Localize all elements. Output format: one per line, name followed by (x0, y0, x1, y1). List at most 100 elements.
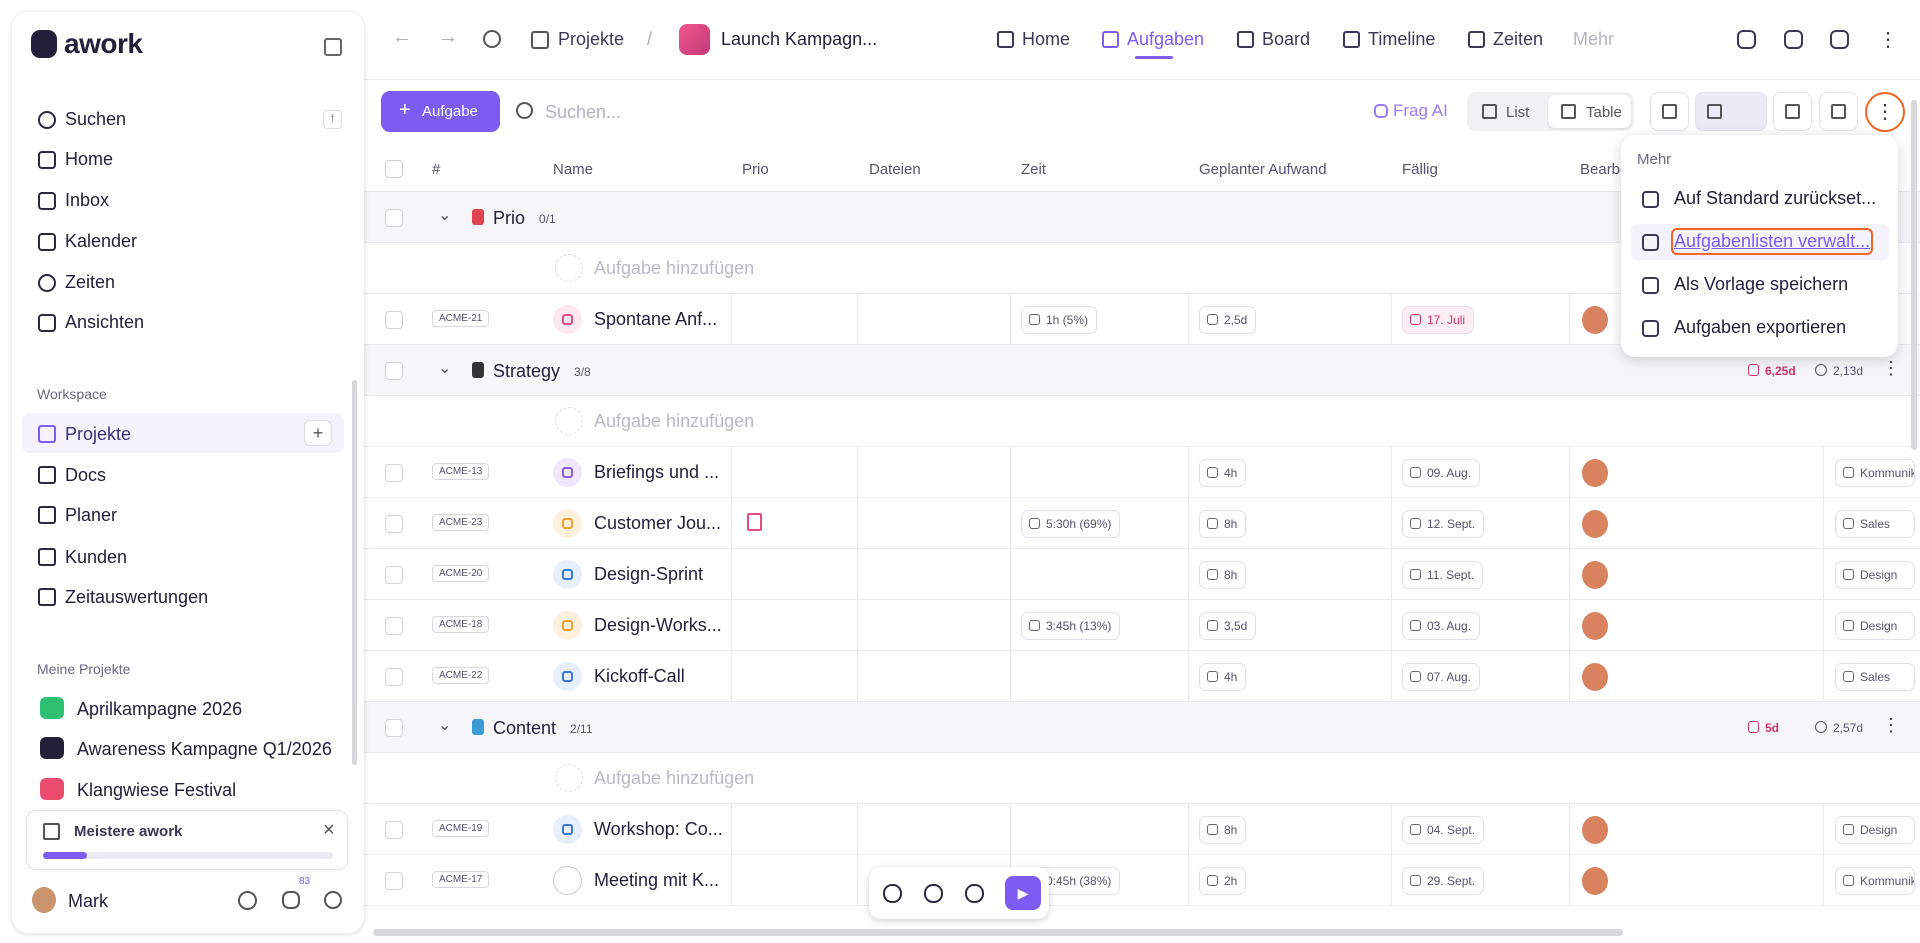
menu-item[interactable]: Als Vorlage speichern (1631, 267, 1889, 303)
add-task-row[interactable]: Aufgabe hinzufügen (364, 753, 1920, 804)
workspace-item[interactable]: Planer (22, 494, 344, 534)
checkbox[interactable] (385, 821, 403, 839)
view-option[interactable]: Table (1586, 104, 1622, 121)
tab[interactable]: Mehr (1573, 29, 1615, 49)
column-header[interactable]: # (432, 161, 441, 178)
forward-button[interactable]: → (438, 26, 458, 48)
breadcrumb[interactable]: Projekte (558, 29, 625, 49)
more-button[interactable]: ⋮ (1878, 29, 1898, 51)
task-row[interactable]: ACME-23 Customer Jou... 5:30h (69%) 8h 12. S… (364, 498, 1920, 549)
checkbox[interactable] (385, 872, 403, 890)
column-header[interactable]: Dateien (869, 161, 921, 178)
close-button[interactable]: × (323, 819, 335, 841)
checkbox[interactable] (385, 362, 403, 380)
onboarding-card[interactable]: Meistere awork × (26, 810, 348, 870)
checkbox[interactable] (385, 464, 403, 482)
column-header[interactable]: Name (553, 161, 594, 178)
checkbox[interactable] (385, 617, 403, 635)
column-border (1188, 804, 1189, 855)
list-options-button[interactable]: ⋮ (1865, 92, 1905, 132)
ai-button[interactable]: Frag AI (1393, 101, 1448, 120)
pill-icon (1207, 314, 1218, 325)
toolbar-button[interactable] (1773, 92, 1812, 131)
group-menu[interactable]: ⋮ (1882, 358, 1900, 378)
checkbox[interactable] (385, 719, 403, 737)
add-project-button[interactable]: + (304, 420, 332, 446)
task-row[interactable]: ACME-17 Meeting mit K... 0:45h (38%) 2h 29. … (364, 855, 1920, 906)
checkbox[interactable] (385, 566, 403, 584)
task-row[interactable]: ACME-19 Workshop: Co... 8h 04. Sept. Design (364, 804, 1920, 855)
checkbox[interactable] (385, 209, 403, 227)
nav-item[interactable]: Inbox (30, 184, 350, 218)
tab-underline (1135, 56, 1173, 59)
view-option[interactable]: List (1506, 104, 1530, 121)
checkbox[interactable] (385, 311, 403, 329)
menu-item[interactable]: Aufgaben exportieren (1631, 310, 1889, 346)
tab[interactable]: Aufgaben (1127, 29, 1205, 49)
task-row[interactable]: ACME-22 Kickoff-Call 4h 07. Aug. Sales (364, 651, 1920, 702)
workspace-label[interactable]: Workspace (37, 386, 107, 402)
task-name: Briefings und ... (594, 462, 720, 482)
workspace-item[interactable]: Kunden (22, 536, 344, 576)
column-header[interactable]: Prio (742, 161, 769, 178)
collapse-chevron[interactable]: ⌄ (438, 717, 452, 734)
add-task-label: Aufgabe (422, 103, 478, 120)
collapse-chevron[interactable]: ⌄ (438, 207, 452, 224)
nav-item[interactable]: Suchen (30, 103, 350, 137)
project-item[interactable]: Klangwiese Festival (30, 771, 350, 807)
notification-count: 83 (299, 876, 311, 887)
workspace-item[interactable]: Projekte + (22, 413, 344, 453)
task-id: ACME-13 (432, 463, 490, 480)
nav-item[interactable]: Zeiten (30, 266, 350, 300)
collapse-button[interactable] (324, 38, 342, 56)
menu-title: Mehr (1637, 151, 1672, 168)
tab[interactable]: Home (1022, 29, 1071, 49)
checkbox[interactable] (385, 668, 403, 686)
tab[interactable]: Board (1262, 29, 1311, 49)
column-border (1569, 447, 1570, 498)
task-name: Meeting mit K... (594, 870, 720, 890)
column-header[interactable]: Geplanter Aufwand (1199, 161, 1327, 178)
task-row[interactable]: ACME-21 Spontane Anf... 1h (5%) 2,5d 17. Jul… (364, 294, 1920, 345)
project-item[interactable]: Awareness Kampagne Q1/2026 (30, 730, 350, 766)
task-row[interactable]: ACME-18 Design-Works... 3:45h (13%) 3,5d 03.… (364, 600, 1920, 651)
menu-item[interactable]: Auf Standard zurückset... (1631, 181, 1889, 217)
status-icon (553, 866, 582, 895)
pill: 8h (1199, 561, 1247, 589)
column-header[interactable]: Fällig (1402, 161, 1438, 178)
column-border (1391, 855, 1392, 906)
add-task-row[interactable]: Aufgabe hinzufügen (364, 243, 1920, 294)
task-name: Design-Works... (594, 615, 722, 635)
my-projects-label[interactable]: Meine Projekte (37, 661, 131, 677)
user-name[interactable]: Mark (68, 891, 108, 911)
project-title[interactable]: Launch Kampagn... (721, 29, 878, 49)
toolbar-button[interactable] (1819, 92, 1858, 131)
timer-button[interactable]: ▶ (1005, 876, 1041, 910)
task-row[interactable]: ACME-20 Design-Sprint 8h 11. Sept. Design (364, 549, 1920, 600)
workspace-item[interactable]: Zeitauswertungen (22, 576, 344, 616)
back-button[interactable]: ← (392, 26, 412, 48)
group-menu[interactable]: ⋮ (1882, 715, 1900, 735)
nav-item[interactable]: Ansichten (30, 306, 350, 340)
quick-action[interactable] (883, 884, 902, 903)
project-item[interactable]: Aprilkampagne 2026 (30, 690, 350, 726)
column-header[interactable]: Zeit (1021, 161, 1047, 178)
checkbox[interactable] (385, 160, 403, 178)
collapse-chevron[interactable]: ⌄ (438, 360, 452, 377)
quick-action[interactable] (924, 884, 943, 903)
add-task-button[interactable]: + Aufgabe (381, 91, 500, 132)
icon (38, 425, 56, 443)
menu-item[interactable]: Aufgabenlisten verwalt... (1631, 224, 1889, 260)
checkbox[interactable] (385, 515, 403, 533)
toolbar-button[interactable] (1695, 92, 1767, 131)
tab[interactable]: Timeline (1368, 29, 1436, 49)
workspace-item[interactable]: Docs (22, 454, 344, 494)
add-task-row[interactable]: Aufgabe hinzufügen (364, 396, 1920, 447)
search-input[interactable]: Suchen... (545, 102, 622, 122)
nav-item[interactable]: Kalender (30, 225, 350, 259)
nav-item[interactable]: Home (30, 143, 350, 177)
tab[interactable]: Zeiten (1493, 29, 1544, 49)
toolbar-button[interactable] (1650, 92, 1689, 131)
quick-action[interactable] (965, 884, 984, 903)
task-row[interactable]: ACME-13 Briefings und ... 4h 09. Aug. Kommun… (364, 447, 1920, 498)
